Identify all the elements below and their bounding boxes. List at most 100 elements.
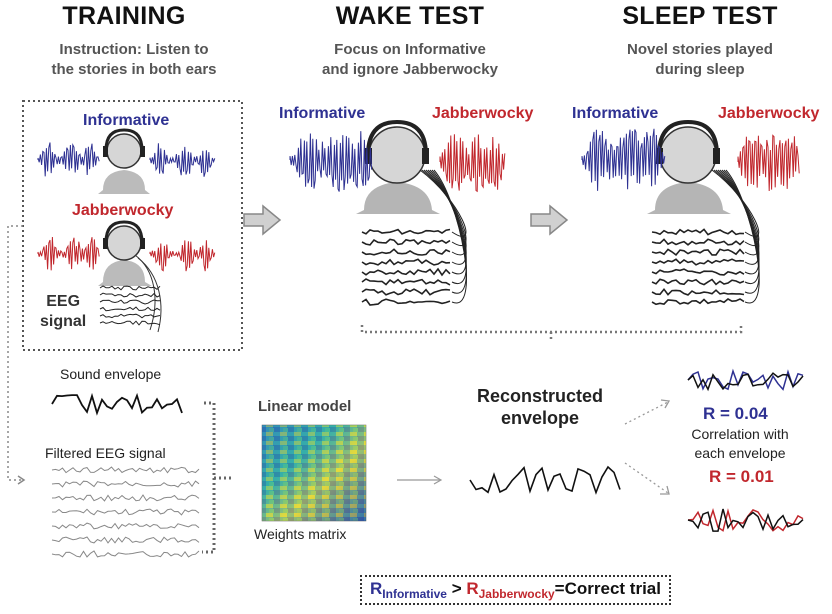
sleep-head: [647, 119, 731, 214]
trace: [651, 278, 745, 286]
filtered-eeg-label: Filtered EEG signal: [45, 445, 166, 461]
cable: [419, 169, 467, 237]
jabberwocky-correlation-plot: [687, 508, 804, 532]
jabberwocky-waveform-right: [149, 240, 216, 272]
cable: [723, 169, 760, 294]
wake-informative-label: Informative: [279, 105, 366, 122]
wake-subtitle-line2: and ignore Jabberwocky: [322, 61, 498, 78]
arrow-wake-to-sleep: [530, 204, 569, 236]
cable: [721, 169, 760, 285]
sleep-subtitle-line2: during sleep: [655, 61, 745, 78]
arrow-to-jabberwocky-corr: [624, 462, 669, 494]
trace: [651, 287, 745, 296]
training-eeg-traces: [99, 285, 161, 326]
cable: [717, 169, 760, 265]
trace: [361, 228, 451, 235]
trace: [651, 258, 745, 266]
trace: [51, 392, 183, 416]
audio-wave: [37, 142, 100, 177]
trace: [469, 465, 621, 495]
trace: [51, 550, 200, 558]
training-subtitle-line2: the stories in both ears: [51, 61, 217, 78]
cable: [715, 169, 760, 256]
cable: [427, 169, 467, 275]
trace: [51, 536, 200, 544]
trace: [651, 298, 745, 306]
informative-waveform-left: [37, 142, 100, 177]
sleep-eeg-cables: [711, 169, 760, 304]
trace: [361, 288, 451, 296]
sleep-title: SLEEP TEST: [622, 2, 778, 30]
cable: [725, 169, 760, 304]
cable: [425, 169, 467, 265]
trace: [687, 508, 804, 532]
trace: [687, 368, 804, 391]
informative-waveform-right: [149, 143, 216, 177]
trace: [361, 248, 451, 256]
cable: [423, 169, 467, 256]
sound-envelope-trace: [51, 392, 183, 416]
sleep-jabberwocky-waveform: [737, 134, 800, 192]
reconstructed-envelope-label: Reconstructed envelope: [476, 386, 604, 428]
sleep-informative-label: Informative: [572, 105, 659, 122]
cable: [431, 169, 467, 294]
trace: [99, 320, 161, 326]
test-bracket: [360, 325, 743, 334]
trace: [361, 258, 451, 266]
wake-eeg-traces: [361, 228, 451, 306]
r-jabberwocky-value: R = 0.01: [709, 467, 774, 486]
audio-wave: [149, 143, 216, 177]
audio-wave: [289, 131, 373, 192]
wake-eeg-cables: [419, 169, 467, 304]
pipeline-bracket: [202, 401, 216, 554]
trace: [651, 268, 745, 276]
trace: [99, 299, 161, 305]
training-subtitle-line1: Instruction: Listen to: [59, 41, 209, 58]
sound-envelope-label: Sound envelope: [60, 366, 162, 382]
sleep-jabberwocky-label: Jabberwocky: [718, 105, 820, 122]
audio-wave: [149, 240, 216, 272]
trace: [361, 267, 451, 277]
cable: [433, 169, 467, 304]
wake-title: WAKE TEST: [335, 2, 485, 30]
wake-informative-waveform: [289, 131, 373, 192]
trace: [51, 494, 200, 502]
training-head-bottom: [98, 220, 162, 333]
trace: [51, 508, 200, 516]
trace: [99, 306, 161, 312]
training-title: TRAINING: [62, 2, 186, 30]
weights-matrix-label: Weights matrix: [254, 526, 347, 542]
r-informative-value: R = 0.04: [703, 404, 768, 423]
informative-correlation-plot: [687, 368, 804, 392]
trace: [361, 298, 451, 306]
cable: [429, 169, 467, 285]
trace: [51, 466, 200, 474]
training-informative-label: Informative: [83, 112, 170, 129]
wake-jabberwocky-label: Jabberwocky: [432, 105, 534, 122]
audio-wave: [37, 236, 100, 271]
arrow-training-to-wake: [243, 204, 282, 236]
trace: [687, 372, 804, 392]
trace: [51, 522, 200, 530]
audio-wave: [439, 134, 506, 193]
cable: [421, 169, 467, 246]
correlation-label: Correlation with each envelope: [691, 426, 789, 461]
trace: [99, 292, 161, 298]
trace: [99, 285, 161, 291]
trace: [687, 508, 804, 532]
sleep-informative-waveform: [581, 128, 666, 191]
sleep-subtitle-line1: Novel stories played: [627, 41, 773, 58]
trace: [51, 480, 200, 488]
sleep-eeg-traces: [651, 228, 745, 306]
wake-head: [356, 119, 440, 214]
wake-subtitle-line1: Focus on Informative: [334, 41, 486, 58]
audio-wave: [737, 134, 800, 192]
linear-model-label: Linear model: [258, 398, 352, 415]
trace: [361, 238, 451, 246]
trace: [361, 278, 451, 286]
cable: [719, 169, 760, 275]
training-jabberwocky-label: Jabberwocky: [72, 202, 174, 219]
eeg-signal-label: EEG signal: [40, 293, 87, 330]
wake-jabberwocky-waveform: [439, 134, 506, 193]
